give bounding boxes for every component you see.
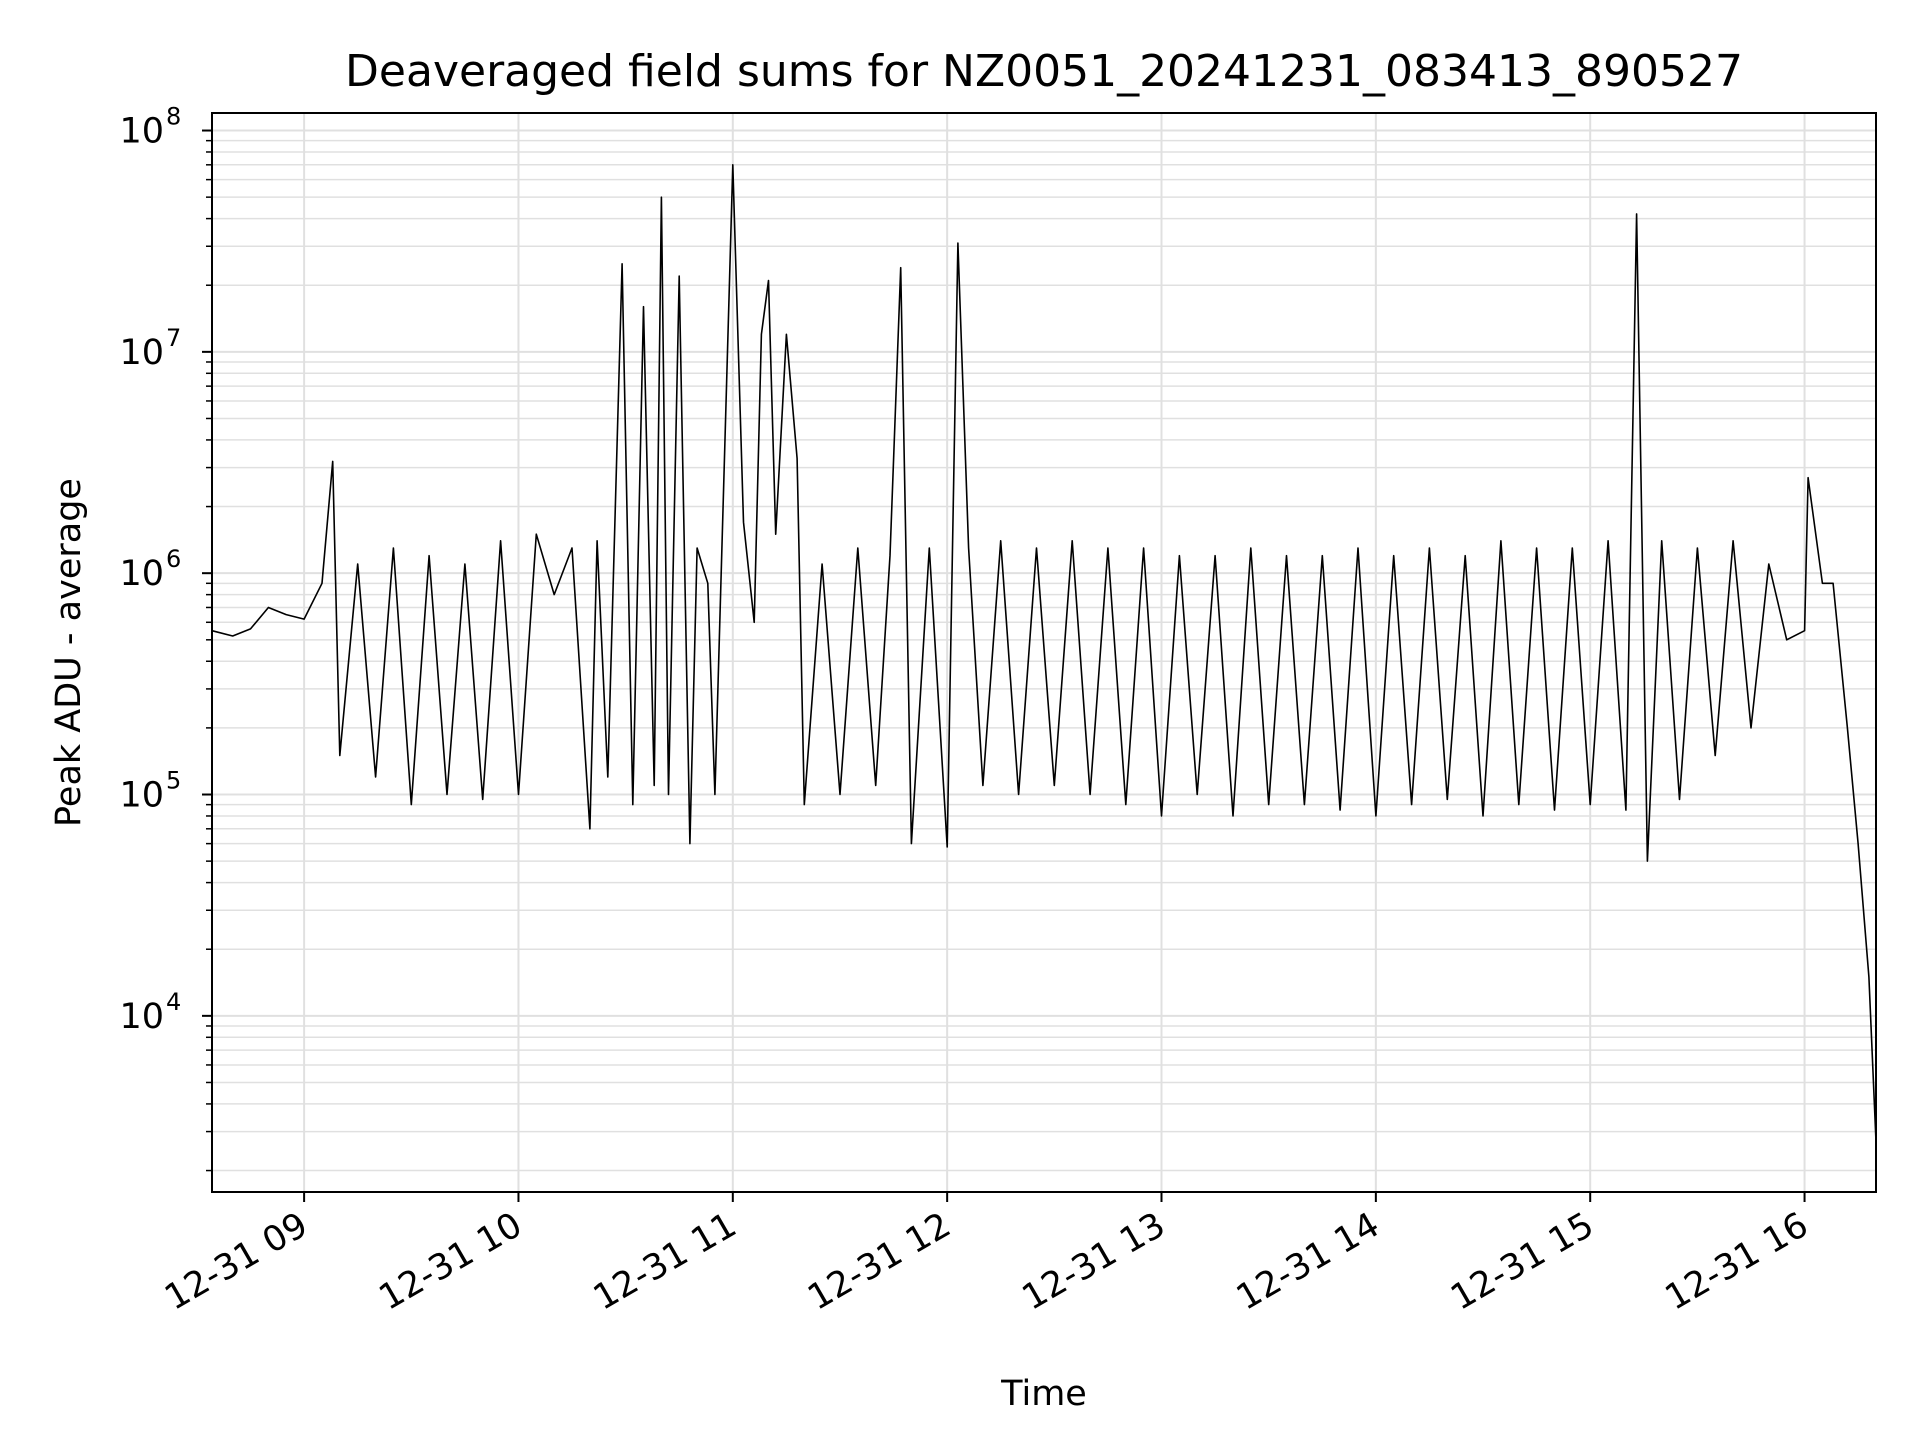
chart-title: Deaveraged field sums for NZ0051_2024123… (345, 46, 1743, 97)
series-layer (211, 164, 1877, 1142)
series-line (211, 164, 1877, 1142)
x-tick-label: 12-31 16 (1659, 1205, 1815, 1318)
y-tick-label: 10 (119, 776, 164, 816)
y-tick-label: 10 (119, 112, 164, 152)
x-tick-label: 12-31 12 (801, 1205, 957, 1318)
y-tick-label: 10 (119, 997, 164, 1037)
y-tick-label: 10 (119, 333, 164, 373)
x-tick-label: 12-31 15 (1444, 1205, 1600, 1318)
y-tick-exponent: 8 (166, 103, 181, 131)
x-tick-label: 12-31 10 (373, 1205, 529, 1318)
x-tick-label: 12-31 11 (587, 1205, 743, 1318)
y-tick-exponent: 7 (166, 324, 181, 352)
y-tick-exponent: 6 (166, 545, 181, 573)
y-axis-label: Peak ADU - average (49, 478, 89, 827)
y-tick-label: 10 (119, 554, 164, 594)
x-tick-label: 12-31 09 (158, 1205, 314, 1318)
y-tick-exponent: 4 (166, 988, 181, 1016)
y-tick-exponent: 5 (166, 767, 181, 795)
x-tick-label: 12-31 13 (1016, 1205, 1172, 1318)
x-axis-label: Time (1000, 1374, 1087, 1414)
plot-frame (211, 112, 1877, 1193)
grid (212, 113, 1876, 1192)
x-tick-label: 12-31 14 (1230, 1205, 1386, 1318)
